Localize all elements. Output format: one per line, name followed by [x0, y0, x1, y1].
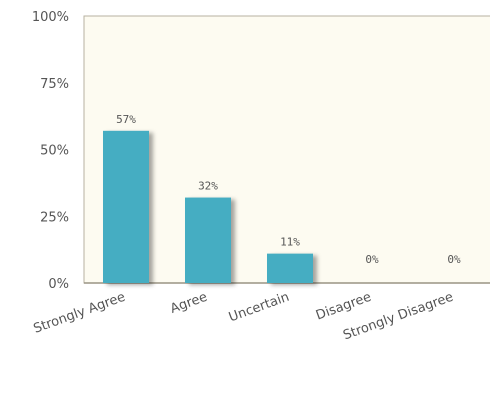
- x-tick-label: Agree: [168, 290, 209, 317]
- bar: [185, 197, 231, 283]
- bar: [103, 130, 149, 283]
- plot-area: [83, 15, 490, 284]
- data-label: 0%: [365, 253, 379, 266]
- y-tick-label: 100%: [32, 10, 69, 25]
- data-label: 57%: [116, 113, 136, 126]
- x-tick-label: Strongly Agree: [32, 290, 128, 337]
- y-axis-ticks: 0% 25% 50% 75% 100%: [32, 10, 69, 292]
- y-tick-label: 25%: [40, 210, 69, 225]
- bar: [267, 253, 313, 283]
- data-label: 11%: [280, 236, 300, 249]
- x-tick-label: Disagree: [314, 290, 373, 324]
- x-tick-label: Uncertain: [227, 290, 291, 326]
- x-axis-ticks: Strongly Agree Agree Uncertain DisagreeStro…: [32, 290, 456, 344]
- y-tick-label: 50%: [40, 144, 69, 159]
- data-labels: 57% 32% 11% 0% 0%: [116, 113, 461, 266]
- y-tick-label: 0%: [48, 277, 69, 292]
- data-label: 32%: [198, 180, 218, 193]
- y-tick-label: 75%: [40, 77, 69, 92]
- data-label: 0%: [447, 253, 461, 266]
- bars: [103, 130, 313, 283]
